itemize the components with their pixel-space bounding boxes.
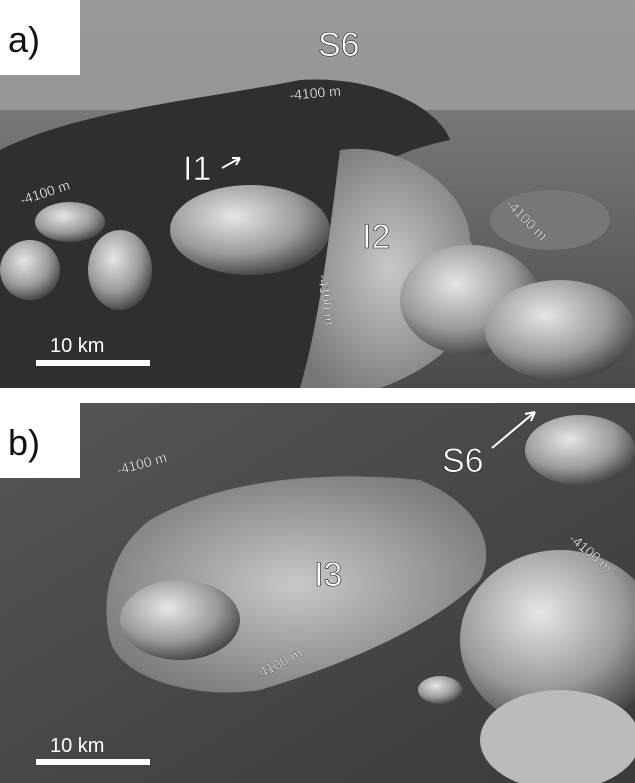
- hill: [418, 676, 462, 704]
- scale-bar-label: 10 km: [50, 735, 104, 757]
- hill: [485, 280, 635, 380]
- scale-bar-label: 10 km: [50, 335, 104, 357]
- annotation: S6: [442, 442, 484, 480]
- hill: [35, 202, 105, 242]
- hill: [525, 415, 635, 485]
- annotation: I3: [314, 556, 342, 594]
- panel-label: b): [8, 422, 40, 463]
- scale-bar: [36, 759, 150, 765]
- annotation: S6: [318, 26, 360, 64]
- hill: [490, 190, 610, 250]
- hill: [120, 580, 240, 660]
- panel-b: b) S6 -4100 m I3 -4100 m -4100 m 10 km: [0, 403, 635, 783]
- annotation: I2: [362, 218, 390, 256]
- hill: [88, 230, 152, 310]
- hill: [170, 185, 330, 275]
- panel-a: a) S6 -4100 m I1 -4100 m I2 -4100 m -410…: [0, 0, 635, 388]
- panel-label: a): [8, 19, 40, 60]
- annotation: I1: [183, 150, 211, 188]
- figure: a) S6 -4100 m I1 -4100 m I2 -4100 m -410…: [0, 0, 635, 783]
- hill: [0, 240, 60, 300]
- scale-bar: [36, 360, 150, 366]
